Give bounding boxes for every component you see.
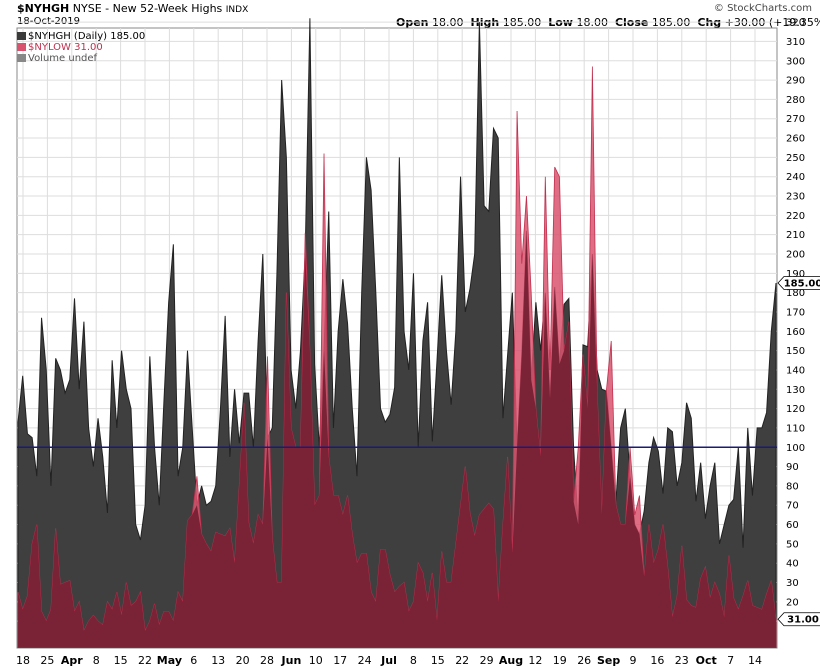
x-tick-label: 17 [333, 654, 347, 667]
x-tick-label: 25 [40, 654, 54, 667]
y-tick-label: 30 [786, 578, 799, 589]
x-tick-label: 18 [16, 654, 30, 667]
x-tick-label: 16 [650, 654, 664, 667]
exchange: INDX [225, 5, 249, 15]
x-tick-label: 9 [630, 654, 637, 667]
y-tick-label: 90 [786, 462, 799, 473]
y-tick-label: 260 [786, 134, 805, 145]
y-tick-label: 120 [786, 404, 805, 415]
last-value-badge-lows-label: 31.00 [787, 615, 819, 626]
legend-item-volume: Volume undef [17, 53, 97, 64]
x-tick-label: 8 [410, 654, 417, 667]
x-tick-label: 26 [577, 654, 591, 667]
y-tick-label: 130 [786, 385, 805, 396]
y-tick-label: 240 [786, 172, 805, 183]
y-tick-label: 180 [786, 288, 805, 299]
x-tick-label: Jun [281, 654, 302, 667]
legend-swatch-volume [17, 54, 26, 62]
x-tick-label: 19 [553, 654, 567, 667]
legend-swatch-lows [17, 43, 26, 51]
y-tick-label: 280 [786, 95, 805, 106]
y-tick-label: 100 [786, 443, 805, 454]
y-tick-label: 210 [786, 230, 805, 241]
x-tick-label: 28 [260, 654, 274, 667]
y-tick-label: 60 [786, 520, 799, 531]
x-tick-label: 10 [309, 654, 323, 667]
y-tick-label: 200 [786, 250, 805, 261]
x-tick-label: 13 [211, 654, 225, 667]
x-tick-label: 24 [358, 654, 372, 667]
x-tick-label: 22 [455, 654, 469, 667]
y-tick-label: 140 [786, 365, 805, 376]
watermark: © StockCharts.com [713, 3, 812, 14]
x-tick-label: 6 [190, 654, 197, 667]
x-tick-label: Sep [597, 654, 620, 667]
x-tick-label: 20 [236, 654, 250, 667]
x-tick-label: Apr [61, 654, 83, 667]
y-tick-label: 250 [786, 153, 805, 164]
series-area-overlap [18, 230, 776, 648]
y-tick-label: 20 [786, 597, 799, 608]
legend-item-lows: $NYLOW 31.00 [17, 42, 103, 53]
y-tick-label: 220 [786, 211, 805, 222]
x-tick-label: May [157, 654, 182, 667]
legend-label-volume: Volume undef [28, 53, 98, 64]
y-tick-label: 190 [786, 269, 805, 280]
y-tick-label: 50 [786, 539, 799, 550]
x-tick-label: Aug [499, 654, 523, 667]
x-tick-label: 15 [431, 654, 445, 667]
x-tick-label: 7 [727, 654, 734, 667]
legend-label-highs: $NYHGH (Daily) 185.00 [28, 31, 146, 42]
legend-label-lows: $NYLOW 31.00 [28, 42, 103, 53]
y-tick-label: 230 [786, 192, 805, 203]
legend-swatch-highs [17, 32, 26, 40]
symbol: $NYHGH [17, 2, 70, 15]
y-tick-label: 320 [786, 18, 805, 29]
x-tick-label: 8 [93, 654, 100, 667]
chart-date: 18-Oct-2019 [17, 16, 80, 27]
y-tick-label: 160 [786, 327, 805, 338]
last-value-badge-highs-box [777, 276, 820, 290]
y-tick-label: 80 [786, 481, 799, 492]
y-tick-label: 40 [786, 559, 799, 570]
x-tick-label: Oct [696, 654, 717, 667]
last-value-badge-highs-label: 185.00 [784, 278, 820, 289]
y-tick-label: 290 [786, 76, 805, 87]
description: NYSE - New 52-Week Highs [72, 2, 223, 15]
chart-title: $NYHGH NYSE - New 52-Week Highs INDX [17, 2, 248, 15]
y-tick-label: 270 [786, 114, 805, 125]
x-tick-label: 15 [114, 654, 128, 667]
legend-item-highs: $NYHGH (Daily) 185.00 [17, 31, 145, 42]
x-tick-label: 29 [480, 654, 494, 667]
y-tick-label: 110 [786, 423, 805, 434]
y-tick-label: 70 [786, 501, 799, 512]
x-tick-label: 14 [748, 654, 762, 667]
x-tick-label: 23 [675, 654, 689, 667]
x-tick-label: 12 [528, 654, 542, 667]
x-tick-label: 22 [138, 654, 152, 667]
last-value-badge-lows-box [777, 612, 820, 627]
y-tick-label: 170 [786, 307, 805, 318]
x-tick-label: Jul [380, 654, 397, 667]
y-tick-label: 150 [786, 346, 805, 357]
y-tick-label: 300 [786, 56, 805, 67]
y-tick-label: 310 [786, 37, 805, 48]
